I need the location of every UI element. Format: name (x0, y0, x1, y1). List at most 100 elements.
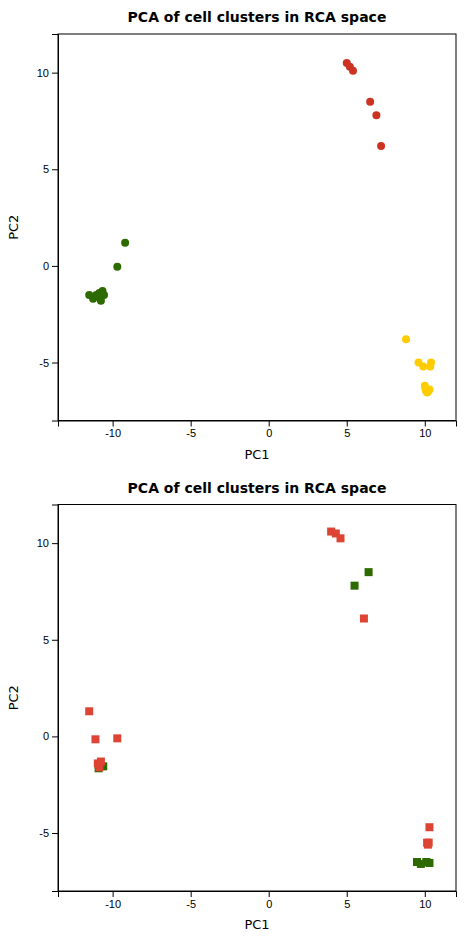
point (425, 386, 433, 394)
tick-mark (52, 736, 58, 737)
tick: 10 (37, 67, 58, 79)
tick-label: 0 (266, 898, 272, 910)
point (425, 387, 433, 395)
point (85, 707, 93, 715)
point (97, 758, 105, 766)
tick-label: 10 (37, 67, 49, 79)
tick: 10 (419, 421, 431, 440)
tick-label: 5 (344, 898, 350, 910)
tick-mark (52, 543, 58, 544)
tick-label: 0 (43, 260, 49, 272)
tick-mark (52, 266, 58, 267)
tick-mark (425, 421, 426, 427)
series (95, 568, 434, 868)
figure: -10 -5 0 5 10 -5 0 5 10 PCA of cell clusters in R… (0, 0, 474, 941)
tick-mark (52, 363, 58, 364)
tick-mark (52, 833, 58, 834)
tick-label: -5 (186, 898, 196, 910)
tick: 0 (266, 421, 272, 440)
tick-label: 10 (37, 537, 49, 549)
x-axis: -10 -5 0 5 10 (59, 421, 457, 440)
axis-line (59, 892, 457, 898)
tick-label: 10 (419, 898, 431, 910)
plot-frame (58, 505, 456, 892)
tick-mark (425, 891, 426, 897)
tick-label: -5 (186, 427, 196, 439)
series (402, 335, 435, 396)
tick-mark (113, 891, 114, 897)
tick-mark (269, 891, 270, 897)
tick: -5 (39, 827, 58, 839)
point (113, 734, 121, 742)
x-axis: -10 -5 0 5 10 (59, 891, 457, 910)
panel: -10 -5 0 5 10 -5 0 5 10 PCA of cell clusters in R… (6, 9, 457, 462)
tick-label: 5 (43, 634, 49, 646)
tick-label: 5 (344, 427, 350, 439)
point (366, 98, 374, 106)
title: PCA of cell clusters in RCA space (128, 480, 387, 496)
y-axis: -5 0 5 10 (37, 505, 59, 892)
axis-line (59, 421, 457, 427)
tick-label: 0 (266, 427, 272, 439)
tick: -5 (39, 357, 58, 369)
tick-mark (52, 169, 58, 170)
point (100, 291, 108, 299)
tick-mark (52, 640, 58, 641)
tick-mark (191, 891, 192, 897)
tick: 5 (43, 163, 58, 175)
tick: -5 (186, 891, 196, 910)
y-axis-title: PC2 (6, 685, 21, 710)
tick-mark (52, 73, 58, 74)
tick: 5 (43, 634, 58, 646)
points (85, 528, 433, 868)
points (85, 59, 435, 396)
point (402, 335, 410, 343)
tick-label: 10 (419, 427, 431, 439)
tick-label: -10 (105, 427, 121, 439)
point (351, 582, 359, 590)
tick-mark (269, 421, 270, 427)
point (91, 735, 99, 743)
point (113, 263, 121, 271)
point (425, 823, 433, 831)
tick: 5 (344, 891, 350, 910)
tick-label: 5 (43, 163, 49, 175)
tick: -10 (105, 891, 121, 910)
series (85, 528, 433, 849)
point (360, 615, 368, 623)
tick: 10 (419, 891, 431, 910)
tick-mark (347, 891, 348, 897)
point (365, 568, 373, 576)
point (337, 534, 345, 542)
tick: 5 (344, 421, 350, 440)
tick-mark (191, 421, 192, 427)
x-axis-title: PC1 (244, 917, 269, 932)
tick: 0 (43, 730, 58, 742)
y-axis-title: PC2 (6, 215, 21, 240)
tick: 10 (37, 537, 58, 549)
tick-label: -5 (39, 357, 49, 369)
tick-label: 0 (43, 730, 49, 742)
tick-mark (347, 421, 348, 427)
point (425, 859, 433, 867)
tick: 0 (43, 260, 58, 272)
point (372, 111, 380, 119)
point (425, 839, 433, 847)
point (377, 142, 385, 150)
x-axis-title: PC1 (244, 447, 269, 462)
point (419, 362, 427, 370)
tick-mark (113, 421, 114, 427)
tick: -5 (186, 421, 196, 440)
panel: -10 -5 0 5 10 -5 0 5 10 PCA of cell clusters in R… (6, 480, 457, 933)
series (85, 239, 129, 305)
plot-frame (58, 34, 456, 421)
title: PCA of cell clusters in RCA space (128, 9, 387, 25)
tick: -10 (105, 421, 121, 440)
tick-label: -10 (105, 898, 121, 910)
tick-label: -5 (39, 827, 49, 839)
point (427, 359, 435, 367)
tick: 0 (266, 891, 272, 910)
series (343, 59, 385, 150)
point (349, 67, 357, 75)
point (121, 239, 129, 247)
